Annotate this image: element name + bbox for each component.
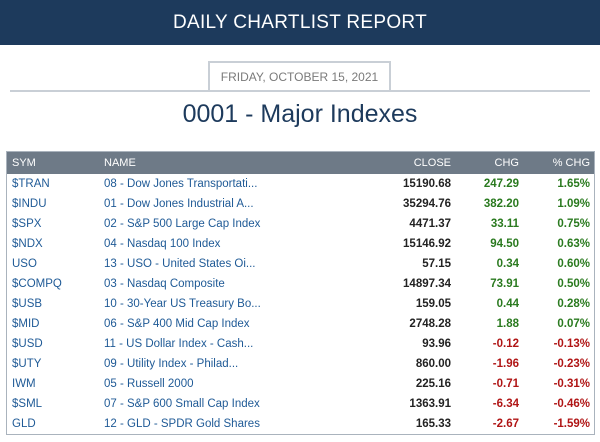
change-value: -1.96 bbox=[492, 358, 519, 370]
symbol-link[interactable]: $SML bbox=[12, 398, 43, 410]
close-value: 165.33 bbox=[415, 418, 451, 430]
column-header-chg[interactable]: CHG bbox=[494, 157, 519, 169]
symbol-link[interactable]: GLD bbox=[12, 418, 36, 430]
report-date: FRIDAY, OCTOBER 15, 2021 bbox=[208, 61, 391, 90]
table-row: $USB 10 - 30-Year US Treasury Bo... 159.05… bbox=[7, 294, 594, 314]
change-value: 247.29 bbox=[483, 178, 519, 190]
indexes-table: SYM NAME CLOSE CHG % CHG $TRAN 08 - Dow J… bbox=[6, 151, 595, 435]
symbol-link[interactable]: USO bbox=[12, 258, 37, 270]
change-value: -2.67 bbox=[492, 418, 519, 430]
close-value: 225.16 bbox=[415, 378, 451, 390]
close-value: 1363.91 bbox=[409, 398, 451, 410]
list-title: 0001 - Major Indexes bbox=[182, 100, 418, 128]
close-value: 15146.92 bbox=[403, 238, 451, 250]
table-header: SYM NAME CLOSE CHG % CHG bbox=[7, 152, 594, 174]
name-link[interactable]: 13 - USO - United States Oi... bbox=[104, 258, 256, 270]
symbol-link[interactable]: $USB bbox=[12, 298, 43, 310]
table-row: $COMPQ 03 - Nasdaq Composite 14897.34 73.91… bbox=[7, 274, 594, 294]
table-body: $TRAN 08 - Dow Jones Transportati... 15190… bbox=[7, 174, 594, 434]
name-link[interactable]: 01 - Dow Jones Industrial A... bbox=[104, 198, 254, 210]
change-value: 382.20 bbox=[483, 198, 519, 210]
name-link[interactable]: 03 - Nasdaq Composite bbox=[104, 278, 225, 290]
report-header-title: DAILY CHARTLIST REPORT bbox=[172, 11, 428, 33]
name-link[interactable]: 11 - US Dollar Index - Cash... bbox=[104, 338, 254, 350]
name-link[interactable]: 02 - S&P 500 Large Cap Index bbox=[104, 218, 261, 230]
change-value: -6.34 bbox=[492, 398, 519, 410]
symbol-link[interactable]: IWM bbox=[12, 378, 36, 390]
table-row: $INDU 01 - Dow Jones Industrial A... 35294… bbox=[7, 194, 594, 214]
close-value: 2748.28 bbox=[409, 318, 451, 330]
change-value: -0.71 bbox=[492, 378, 519, 390]
percent-change-value: -1.59% bbox=[553, 418, 590, 430]
symbol-link[interactable]: $USD bbox=[12, 338, 43, 350]
close-value: 93.96 bbox=[422, 338, 451, 350]
percent-change-value: -0.23% bbox=[553, 358, 590, 370]
name-link[interactable]: 04 - Nasdaq 100 Index bbox=[104, 238, 221, 250]
column-header-sym[interactable]: SYM bbox=[12, 157, 36, 169]
change-value: 0.34 bbox=[496, 258, 519, 270]
table-row: $SML 07 - S&P 600 Small Cap Index 1363.91 -… bbox=[7, 394, 594, 414]
table-row: GLD 12 - GLD - SPDR Gold Shares 165.33 -2.6… bbox=[7, 414, 594, 434]
table-row: IWM 05 - Russell 2000 225.16 -0.71 -0.31% bbox=[7, 374, 594, 394]
percent-change-value: 1.09% bbox=[557, 198, 590, 210]
change-value: 94.50 bbox=[490, 238, 519, 250]
column-header-pct-chg[interactable]: % CHG bbox=[552, 157, 590, 169]
close-value: 159.05 bbox=[415, 298, 451, 310]
percent-change-value: 0.60% bbox=[557, 258, 590, 270]
change-value: 1.88 bbox=[496, 318, 519, 330]
close-value: 57.15 bbox=[422, 258, 451, 270]
name-link[interactable]: 07 - S&P 600 Small Cap Index bbox=[104, 398, 260, 410]
percent-change-value: 1.65% bbox=[557, 178, 590, 190]
table-row: $SPX 02 - S&P 500 Large Cap Index 4471.37 3… bbox=[7, 214, 594, 234]
symbol-link[interactable]: $INDU bbox=[12, 198, 47, 210]
name-link[interactable]: 10 - 30-Year US Treasury Bo... bbox=[104, 298, 261, 310]
name-link[interactable]: 06 - S&P 400 Mid Cap Index bbox=[104, 318, 250, 330]
change-value: 0.44 bbox=[496, 298, 519, 310]
table-row: USO 13 - USO - United States Oi... 57.15 0.… bbox=[7, 254, 594, 274]
close-value: 15190.68 bbox=[403, 178, 451, 190]
table-row: $MID 06 - S&P 400 Mid Cap Index 2748.28 1.8… bbox=[7, 314, 594, 334]
name-link[interactable]: 09 - Utility Index - Philad... bbox=[104, 358, 239, 370]
name-link[interactable]: 08 - Dow Jones Transportati... bbox=[104, 178, 258, 190]
percent-change-value: -0.46% bbox=[553, 398, 590, 410]
percent-change-value: 0.63% bbox=[557, 238, 590, 250]
symbol-link[interactable]: $TRAN bbox=[12, 178, 50, 190]
percent-change-value: -0.13% bbox=[553, 338, 590, 350]
symbol-link[interactable]: $COMPQ bbox=[12, 278, 62, 290]
name-link[interactable]: 05 - Russell 2000 bbox=[104, 378, 194, 390]
column-header-close[interactable]: CLOSE bbox=[413, 157, 451, 169]
percent-change-value: 0.07% bbox=[557, 318, 590, 330]
date-section: FRIDAY, OCTOBER 15, 2021 bbox=[10, 61, 590, 92]
percent-change-value: 0.75% bbox=[557, 218, 590, 230]
close-value: 35294.76 bbox=[403, 198, 451, 210]
table-row: $TRAN 08 - Dow Jones Transportati... 15190… bbox=[7, 174, 594, 194]
table-row: $NDX 04 - Nasdaq 100 Index 15146.92 94.50 0.… bbox=[7, 234, 594, 254]
symbol-link[interactable]: $SPX bbox=[12, 218, 42, 230]
close-value: 860.00 bbox=[415, 358, 451, 370]
symbol-link[interactable]: $MID bbox=[12, 318, 40, 330]
close-value: 4471.37 bbox=[409, 218, 451, 230]
name-link[interactable]: 12 - GLD - SPDR Gold Shares bbox=[104, 418, 260, 430]
percent-change-value: -0.31% bbox=[553, 378, 590, 390]
change-value: 73.91 bbox=[490, 278, 519, 290]
change-value: 33.11 bbox=[490, 218, 519, 230]
percent-change-value: 0.28% bbox=[557, 298, 590, 310]
symbol-link[interactable]: $NDX bbox=[12, 238, 43, 250]
percent-change-value: 0.50% bbox=[557, 278, 590, 290]
table-row: $UTY 09 - Utility Index - Philad... 860.00… bbox=[7, 354, 594, 374]
report-header: DAILY CHARTLIST REPORT bbox=[0, 0, 600, 45]
date-divider bbox=[10, 90, 590, 92]
table-row: $USD 11 - US Dollar Index - Cash... 93.96 -… bbox=[7, 334, 594, 354]
change-value: -0.12 bbox=[492, 338, 519, 350]
symbol-link[interactable]: $UTY bbox=[12, 358, 42, 370]
column-header-name[interactable]: NAME bbox=[104, 157, 136, 169]
close-value: 14897.34 bbox=[403, 278, 451, 290]
